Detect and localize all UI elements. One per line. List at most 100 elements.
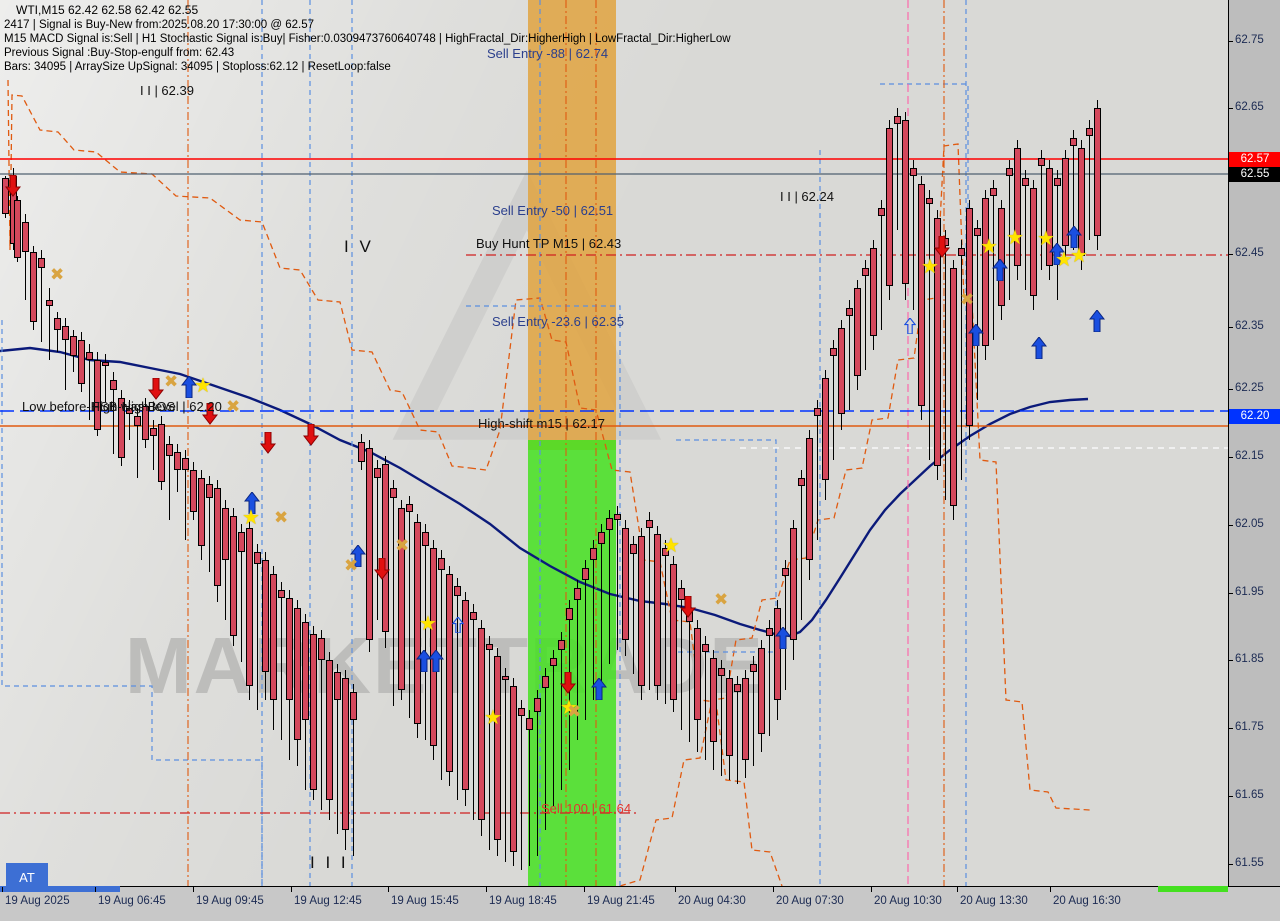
price-tick-mark	[1229, 41, 1233, 42]
candle-body	[534, 698, 541, 712]
time-tick-label: 20 Aug 04:30	[678, 895, 746, 907]
candle-body	[998, 208, 1005, 306]
time-tick-label: 19 Aug 18:45	[489, 895, 557, 907]
candle-wick	[505, 668, 506, 862]
level-6239[interactable]: I I | 62.39	[140, 83, 194, 98]
signal-star-icon[interactable]: ★	[1037, 228, 1055, 250]
buy-arrow-icon[interactable]	[181, 376, 197, 398]
buy-arrow-icon[interactable]	[428, 650, 444, 672]
sell-arrow-icon[interactable]	[560, 672, 576, 694]
candle-body	[862, 268, 869, 276]
buy-arrow-icon[interactable]	[1089, 310, 1105, 332]
high-shift-m15[interactable]: High-shift m15 | 62.17	[478, 416, 605, 431]
candle-body	[846, 308, 853, 316]
candle-body	[566, 608, 573, 620]
candle-body	[38, 258, 45, 268]
cross-marker-icon[interactable]: ✖	[50, 265, 65, 284]
candle-wick	[1009, 160, 1010, 300]
candle-body	[254, 552, 261, 564]
cross-marker-icon[interactable]: ✖	[714, 590, 729, 609]
candle-body	[870, 248, 877, 336]
buy-arrow-icon[interactable]	[591, 678, 607, 700]
buy-arrow-icon[interactable]	[904, 318, 916, 334]
candle-body	[342, 678, 349, 830]
sell-arrow-icon[interactable]	[374, 558, 390, 580]
candle-body	[86, 352, 93, 360]
candle-body	[310, 634, 317, 790]
time-tick-label: 19 Aug 06:45	[98, 895, 166, 907]
candle-wick	[537, 690, 538, 856]
level-6224[interactable]: I I | 62.24	[780, 189, 834, 204]
sell-arrow-icon[interactable]	[148, 378, 164, 400]
cross-marker-icon[interactable]: ✖	[226, 397, 241, 416]
signal-star-icon[interactable]: ★	[662, 535, 680, 557]
buy-arrow-icon[interactable]	[350, 545, 366, 567]
candle-body	[222, 508, 229, 560]
buy-hunt-tp-m15[interactable]: Buy Hunt TP M15 | 62.43	[476, 236, 622, 251]
envelope-upper-line	[7, 79, 471, 469]
buy-arrow-outline-icon[interactable]	[452, 617, 464, 633]
ask-price-tag[interactable]: 62.57	[1229, 152, 1280, 167]
fsb-high-level[interactable]: FSB-High level | 62.20	[92, 399, 222, 414]
buy-arrow-icon[interactable]	[1031, 337, 1047, 359]
sell-arrow-icon[interactable]	[680, 596, 696, 618]
candle-body	[774, 608, 781, 700]
cross-marker-icon[interactable]: ✖	[164, 372, 179, 391]
time-tick-mark	[957, 887, 958, 892]
signal-star-icon[interactable]: ★	[194, 375, 212, 397]
sell-arrow-icon[interactable]	[5, 175, 21, 197]
candle-body	[230, 516, 237, 636]
buy-arrow-icon[interactable]	[968, 324, 984, 346]
signal-star-icon[interactable]: ★	[484, 707, 502, 729]
bid-price-tag[interactable]: 62.55	[1229, 167, 1280, 182]
sell-arrow-icon[interactable]	[303, 424, 319, 446]
candle-wick	[153, 420, 154, 470]
sell-arrow-icon[interactable]	[202, 403, 218, 425]
candle-body	[1062, 158, 1069, 246]
cross-marker-icon[interactable]: ✖	[567, 702, 582, 721]
at-button[interactable]: AT	[6, 863, 48, 891]
box-level-left	[1, 320, 263, 886]
signal-star-icon[interactable]: ★	[419, 613, 437, 635]
chart-plot-area[interactable]: △ MARKETTRADE	[0, 0, 1229, 886]
sell-entry-88[interactable]: Sell Entry -88 | 62.74	[487, 46, 609, 61]
signal-star-icon[interactable]: ★	[1070, 245, 1088, 267]
sell-entry-236[interactable]: Sell Entry -23.6 | 62.35	[492, 314, 625, 329]
sell-arrow-icon[interactable]	[260, 432, 276, 454]
buy-arrow-icon[interactable]	[1049, 243, 1065, 265]
candle-wick	[457, 578, 458, 800]
signal-star-icon[interactable]: ★	[1055, 249, 1073, 271]
candle-wick	[129, 400, 130, 440]
sell-arrow-icon[interactable]	[934, 236, 950, 258]
price-tick-label: 62.35	[1235, 320, 1264, 332]
candle-body	[878, 208, 885, 216]
time-tick-mark	[584, 887, 585, 892]
candle-wick	[489, 636, 490, 850]
signal-star-icon[interactable]: ★	[980, 236, 998, 258]
symbol-ohlc-label: WTI,M15 62.42 62.58 62.42 62.55	[16, 3, 199, 17]
candle-body	[838, 328, 845, 414]
buy-arrow-icon[interactable]	[244, 492, 260, 514]
time-axis[interactable]: 19 Aug 2025 19 Aug 06:45 19 Aug 09:45 19 Au…	[0, 886, 1280, 921]
cross-marker-icon[interactable]: ✖	[395, 536, 410, 555]
buy-arrow-icon[interactable]	[775, 627, 791, 649]
cross-marker-icon[interactable]: ✖	[960, 290, 975, 309]
signal-star-icon[interactable]: ★	[1006, 227, 1024, 249]
candle-wick	[185, 450, 186, 540]
buy-arrow-icon[interactable]	[992, 259, 1008, 281]
candle-body	[414, 522, 421, 724]
cross-marker-icon[interactable]: ✖	[274, 508, 289, 527]
signal-star-icon[interactable]: ★	[921, 256, 939, 278]
level-price-tag[interactable]: 62.20	[1229, 409, 1280, 424]
signal-star-icon[interactable]: ★	[560, 697, 578, 719]
low-before-high[interactable]: Low before-High was BOS	[22, 399, 176, 414]
candle-wick	[721, 660, 722, 776]
buy-arrow-icon[interactable]	[1066, 226, 1082, 248]
price-axis[interactable]: 62.75 62.65 62.45 62.35 62.25 62.15 62.05 61.95…	[1228, 0, 1280, 886]
candle-body	[1006, 168, 1013, 176]
sell-100[interactable]: Sell 100 | 61.64	[541, 801, 632, 816]
sell-entry-50[interactable]: Sell Entry -50 | 62.51	[492, 203, 614, 218]
cross-marker-icon[interactable]: ✖	[344, 556, 359, 575]
candle-body	[966, 208, 973, 426]
signal-star-icon[interactable]: ★	[242, 507, 260, 529]
